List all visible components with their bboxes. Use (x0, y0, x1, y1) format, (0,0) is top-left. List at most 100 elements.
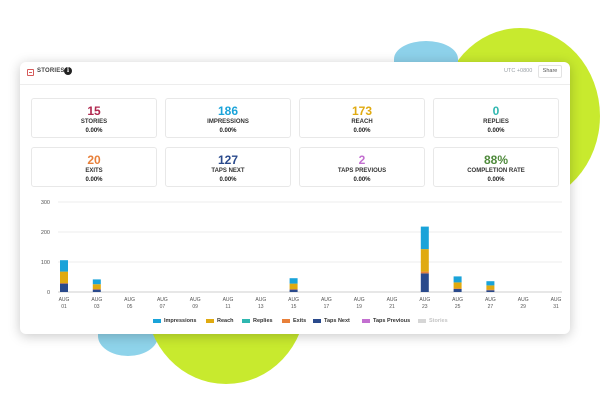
x-tick-label: 27 (488, 304, 494, 310)
bar-segment (453, 276, 462, 283)
legend-label: Exits (293, 318, 307, 324)
bar-segment (92, 289, 101, 290)
stat-label: REPLIES (483, 119, 509, 125)
legend-label: Replies (253, 318, 273, 324)
stat-value: 2 (358, 153, 366, 167)
stat-percent: 0.00% (219, 128, 237, 134)
x-tick-label: AUG (288, 297, 299, 303)
bar-segment (453, 288, 462, 289)
bar-segment (289, 278, 298, 284)
x-tick-label: 25 (455, 304, 461, 310)
chart-legend: Impressions Reach Replies Exits Taps Next Tap… (20, 316, 570, 328)
bar-segment (453, 282, 462, 289)
stat-label: IMPRESSIONS (207, 119, 249, 125)
bar-segment (289, 289, 298, 290)
legend-item[interactable]: Stories (418, 316, 448, 326)
legend-item[interactable]: Replies (242, 316, 273, 326)
x-tick-label: 05 (127, 304, 133, 310)
legend-item[interactable]: Reach (206, 316, 234, 326)
stat-stories: 15 STORIES 0.00% (31, 98, 157, 138)
bar-segment (60, 271, 68, 283)
card-title: STORIES (37, 68, 65, 74)
stat-percent: 0.00% (85, 128, 103, 134)
legend-item[interactable]: Taps Next (313, 316, 350, 326)
x-tick-label: 17 (324, 304, 330, 310)
y-tick-label: 300 (41, 200, 50, 206)
bar-segment (420, 273, 429, 292)
stat-impressions: 186 IMPRESSIONS 0.00% (165, 98, 291, 138)
stat-percent: 0.00% (353, 128, 371, 134)
stat-label: STORIES (80, 119, 108, 125)
stat-value: 20 (87, 153, 101, 167)
legend-item[interactable]: Impressions (153, 316, 196, 326)
stat-reach: 173 REACH 0.00% (299, 98, 425, 138)
stat-percent: 0.00% (219, 177, 237, 183)
legend-swatch (242, 318, 250, 323)
stat-replies: 0 REPLIES 0.00% (433, 98, 559, 138)
stat-label: EXITS (85, 168, 103, 174)
x-tick-label: 29 (520, 304, 526, 310)
stat-label: TAPS PREVIOUS (337, 168, 387, 174)
stat-value: 186 (217, 104, 239, 118)
bar-segment (453, 289, 462, 292)
stat-value: 127 (217, 153, 239, 167)
x-tick-label: 03 (94, 304, 100, 310)
bar-segment (486, 285, 495, 290)
card-header: STORIES i UTC +0800 Share (20, 62, 570, 84)
timezone-label: UTC +0800 (504, 68, 533, 74)
bar-segment (60, 283, 68, 284)
stat-value: 88% (483, 153, 509, 167)
bar-segment (420, 271, 429, 274)
x-tick-label: 21 (389, 304, 395, 310)
legend-swatch (282, 318, 290, 323)
x-tick-label: AUG (124, 297, 135, 303)
legend-swatch (418, 318, 426, 323)
y-tick-label: 200 (41, 230, 50, 236)
stat-percent: 0.00% (85, 177, 103, 183)
y-tick-label: 0 (47, 290, 50, 296)
stat-completion-rate: 88% COMPLETION RATE 0.00% (433, 147, 559, 187)
stat-value: 173 (351, 104, 373, 118)
share-button[interactable]: Share (538, 65, 562, 78)
x-tick-label: AUG (321, 297, 332, 303)
x-tick-label: AUG (59, 297, 70, 303)
bar-segment (486, 281, 495, 286)
legend-label: Reach (217, 318, 234, 324)
x-tick-label: AUG (551, 297, 562, 303)
bar-segment (60, 260, 68, 272)
stat-label: COMPLETION RATE (467, 168, 525, 174)
x-tick-label: AUG (255, 297, 266, 303)
stat-percent: 0.00% (353, 177, 371, 183)
legend-item[interactable]: Taps Previous (362, 316, 410, 326)
x-tick-label: AUG (452, 297, 463, 303)
stat-label: REACH (351, 119, 373, 125)
legend-label: Impressions (164, 318, 197, 324)
x-tick-label: AUG (91, 297, 102, 303)
stat-taps-previous: 2 TAPS PREVIOUS 0.00% (299, 147, 425, 187)
x-tick-label: 19 (356, 304, 362, 310)
x-tick-label: AUG (354, 297, 365, 303)
x-tick-label: 23 (422, 304, 428, 310)
x-tick-label: 11 (225, 304, 230, 310)
x-tick-label: 07 (160, 304, 166, 310)
stat-taps-next: 127 TAPS NEXT 0.00% (165, 147, 291, 187)
bar-segment (92, 284, 101, 289)
header-divider (20, 84, 570, 85)
bar-segment (420, 226, 429, 250)
x-tick-label: 01 (61, 304, 67, 310)
info-icon[interactable]: i (64, 67, 72, 75)
x-tick-label: AUG (485, 297, 496, 303)
stat-label: TAPS NEXT (211, 168, 245, 174)
bar-segment (92, 289, 101, 292)
legend-swatch (313, 318, 321, 323)
stories-icon (27, 69, 34, 76)
stat-percent: 0.00% (487, 128, 505, 134)
x-tick-label: AUG (223, 297, 234, 303)
bar-segment (486, 289, 495, 291)
legend-item[interactable]: Exits (282, 316, 306, 326)
x-tick-label: 13 (258, 304, 264, 310)
stat-percent: 0.00% (487, 177, 505, 183)
x-tick-label: AUG (419, 297, 430, 303)
legend-swatch (153, 318, 161, 323)
y-tick-label: 100 (41, 260, 50, 266)
